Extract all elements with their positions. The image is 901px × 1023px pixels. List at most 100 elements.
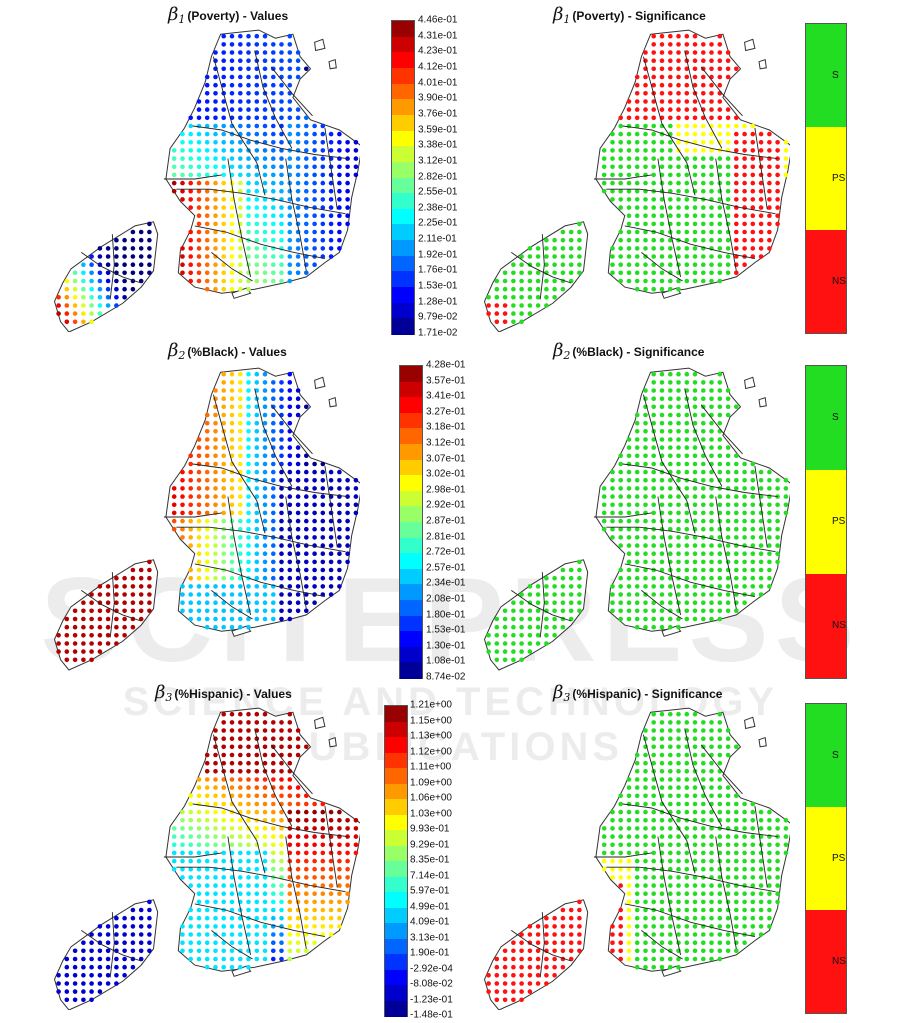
grid-point <box>668 535 673 540</box>
grid-point <box>114 973 119 978</box>
grid-point <box>328 518 334 524</box>
grid-point <box>213 270 218 276</box>
grid-point <box>320 156 326 161</box>
grid-point <box>89 616 94 622</box>
grid-point <box>725 58 731 63</box>
grid-point <box>610 197 615 202</box>
grid-point <box>618 246 623 251</box>
grid-point <box>783 156 789 161</box>
grid-point <box>659 842 665 848</box>
grid-point <box>188 801 193 807</box>
grid-point <box>668 156 673 161</box>
grid-point <box>304 834 309 839</box>
grid-point <box>734 270 739 276</box>
grid-point <box>634 254 640 259</box>
district-boundary <box>641 930 683 960</box>
district-boundary <box>81 930 142 962</box>
grid-point <box>701 262 706 267</box>
grid-point <box>353 494 359 499</box>
grid-point <box>188 246 193 251</box>
grid-point <box>213 131 218 137</box>
colorbar-segment <box>400 584 422 601</box>
grid-point <box>709 229 714 235</box>
grid-point <box>701 932 706 937</box>
grid-point <box>668 140 673 145</box>
grid-point <box>254 205 260 210</box>
grid-point <box>246 278 251 284</box>
grid-point <box>668 58 673 63</box>
grid-point <box>229 270 235 276</box>
grid-point <box>544 624 549 630</box>
grid-point <box>717 801 723 807</box>
grid-point <box>742 850 747 856</box>
grid-point <box>262 131 268 137</box>
grid-point <box>610 180 615 186</box>
small-island-outline <box>328 59 337 70</box>
grid-point <box>138 940 144 945</box>
map-black-significance <box>483 367 790 671</box>
grid-point <box>246 229 251 235</box>
grid-point <box>295 396 301 401</box>
grid-point <box>626 907 632 913</box>
grid-point <box>345 221 350 227</box>
grid-point <box>254 213 260 218</box>
grid-point <box>610 188 615 194</box>
grid-point <box>254 777 260 782</box>
grid-point <box>643 131 648 137</box>
grid-point <box>105 641 111 646</box>
grid-point <box>750 197 756 202</box>
grid-point <box>130 584 136 589</box>
grid-point <box>651 74 656 80</box>
grid-point <box>138 592 144 597</box>
district-boundary <box>606 526 776 553</box>
grid-point <box>254 809 260 815</box>
grid-point <box>89 608 94 614</box>
grid-point <box>196 494 202 499</box>
grid-point <box>204 875 210 880</box>
grid-point <box>692 711 698 717</box>
grid-point <box>105 254 111 259</box>
district-boundary <box>270 404 313 455</box>
grid-point <box>701 148 706 153</box>
grid-point <box>328 469 334 475</box>
grid-point <box>138 246 144 251</box>
grid-point <box>246 412 251 418</box>
grid-point <box>527 649 533 654</box>
grid-point <box>668 956 673 962</box>
grid-point <box>204 461 210 467</box>
grid-point <box>634 866 640 872</box>
grid-point <box>238 404 243 410</box>
grid-point <box>684 148 690 153</box>
grid-point <box>337 915 342 921</box>
grid-point <box>246 33 251 39</box>
grid-point <box>204 826 210 831</box>
grid-point <box>188 486 193 491</box>
grid-point <box>618 502 623 508</box>
grid-point <box>147 899 152 905</box>
grid-point <box>221 197 226 202</box>
grid-point <box>544 254 549 259</box>
grid-point <box>775 205 780 210</box>
grid-point <box>668 50 673 55</box>
grid-point <box>676 213 681 218</box>
grid-point <box>229 404 235 410</box>
grid-point <box>618 156 623 161</box>
grid-point <box>229 567 235 573</box>
grid-point <box>734 858 739 864</box>
grid-point <box>717 711 723 717</box>
grid-point <box>676 404 681 410</box>
grid-point <box>601 842 607 848</box>
grid-point <box>560 246 566 251</box>
grid-point <box>626 180 632 186</box>
grid-point <box>262 842 268 848</box>
grid-point <box>692 728 698 733</box>
grid-point <box>254 891 260 896</box>
colorbar-tick-label: 1.90e-01 <box>410 947 450 959</box>
grid-point <box>717 453 723 459</box>
grid-point <box>709 66 714 72</box>
grid-point <box>601 526 607 532</box>
grid-point <box>221 396 226 401</box>
grid-point <box>213 107 218 112</box>
grid-point <box>651 616 656 622</box>
grid-point <box>221 74 226 80</box>
